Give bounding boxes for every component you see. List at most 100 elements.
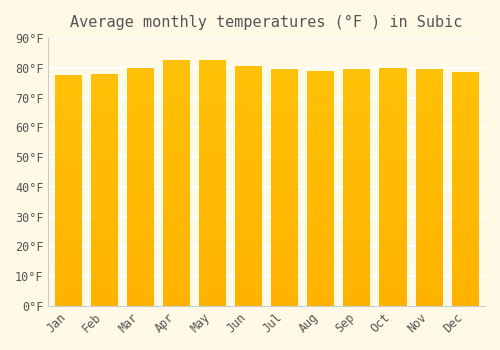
Bar <box>163 294 190 300</box>
Bar <box>416 146 442 152</box>
Bar <box>452 236 478 241</box>
Bar <box>416 111 442 117</box>
Bar <box>380 68 406 74</box>
Bar <box>344 134 370 140</box>
Bar <box>91 219 118 225</box>
Bar <box>127 169 154 175</box>
Bar <box>54 300 82 306</box>
Bar <box>91 149 118 155</box>
Bar <box>235 216 262 222</box>
Bar <box>416 176 442 182</box>
Bar <box>308 124 334 130</box>
Bar <box>308 176 334 182</box>
Bar <box>54 98 82 104</box>
Bar <box>344 182 370 188</box>
Bar <box>344 93 370 99</box>
Bar <box>163 79 190 85</box>
Bar <box>54 121 82 127</box>
Bar <box>235 144 262 150</box>
Bar <box>308 194 334 200</box>
Bar <box>199 79 226 85</box>
Bar <box>271 300 298 306</box>
Bar <box>199 66 226 73</box>
Bar <box>235 246 262 252</box>
Bar <box>452 206 478 212</box>
Bar <box>91 294 118 300</box>
Bar <box>54 260 82 266</box>
Bar <box>452 300 478 306</box>
Bar <box>271 229 298 235</box>
Bar <box>91 254 118 259</box>
Bar <box>308 94 334 100</box>
Bar <box>199 171 226 177</box>
Bar <box>380 98 406 104</box>
Bar <box>452 131 478 137</box>
Bar <box>199 146 226 153</box>
Bar <box>271 140 298 146</box>
Bar <box>416 259 442 265</box>
Bar <box>199 214 226 220</box>
Bar <box>380 240 406 246</box>
Bar <box>344 223 370 229</box>
Bar <box>91 91 118 97</box>
Bar <box>235 84 262 90</box>
Bar <box>344 69 370 75</box>
Bar <box>380 181 406 187</box>
Bar <box>54 294 82 300</box>
Bar <box>452 288 478 294</box>
Bar <box>271 259 298 265</box>
Bar <box>416 87 442 93</box>
Bar <box>452 276 478 282</box>
Bar <box>271 235 298 241</box>
Bar <box>344 152 370 158</box>
Bar <box>271 253 298 259</box>
Bar <box>235 234 262 240</box>
Bar <box>308 271 334 276</box>
Bar <box>235 276 262 282</box>
Bar <box>452 172 478 177</box>
Bar <box>308 147 334 153</box>
Bar <box>271 158 298 164</box>
Bar <box>452 282 478 288</box>
Bar <box>416 81 442 87</box>
Bar <box>235 138 262 144</box>
Bar <box>235 174 262 180</box>
Bar <box>127 282 154 288</box>
Bar <box>199 226 226 232</box>
Bar <box>163 189 190 195</box>
Bar <box>163 128 190 134</box>
Bar <box>308 276 334 282</box>
Bar <box>416 288 442 294</box>
Bar <box>54 145 82 150</box>
Bar <box>380 92 406 98</box>
Bar <box>271 128 298 134</box>
Bar <box>235 204 262 210</box>
Bar <box>127 80 154 86</box>
Bar <box>271 93 298 99</box>
Bar <box>199 251 226 257</box>
Bar <box>380 234 406 240</box>
Bar <box>54 150 82 156</box>
Bar <box>91 173 118 178</box>
Bar <box>91 207 118 213</box>
Bar <box>91 79 118 85</box>
Bar <box>54 81 82 87</box>
Bar <box>380 223 406 229</box>
Bar <box>416 194 442 199</box>
Bar <box>452 212 478 218</box>
Bar <box>54 202 82 208</box>
Bar <box>127 68 154 74</box>
Bar <box>308 153 334 159</box>
Bar <box>199 103 226 110</box>
Bar <box>235 282 262 288</box>
Bar <box>199 257 226 263</box>
Bar <box>163 97 190 103</box>
Bar <box>235 186 262 192</box>
Bar <box>127 86 154 92</box>
Bar <box>452 241 478 247</box>
Bar <box>91 259 118 265</box>
Bar <box>163 257 190 263</box>
Bar <box>308 259 334 265</box>
Bar <box>452 119 478 125</box>
Bar <box>54 248 82 254</box>
